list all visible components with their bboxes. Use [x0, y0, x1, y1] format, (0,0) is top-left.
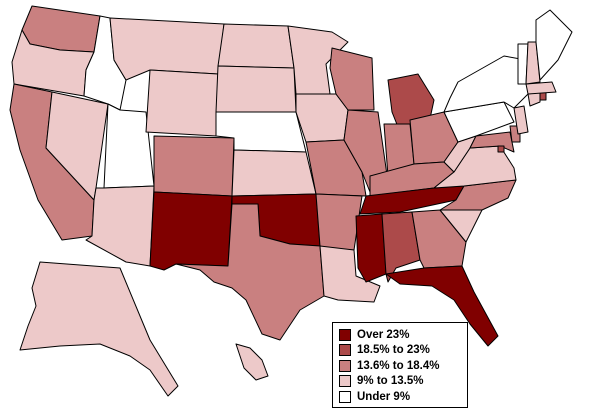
- state-nh: [525, 41, 541, 85]
- state-nj: [513, 105, 529, 135]
- map-legend: Over 23% 18.5% to 23% 13.6% to 18.4% 9% …: [332, 322, 468, 408]
- state-la: [319, 245, 381, 303]
- legend-label: Over 23%: [357, 328, 410, 341]
- state-ar: [315, 193, 363, 251]
- state-ny: [443, 55, 531, 113]
- state-dc: [497, 145, 505, 153]
- legend-item-under-9: Under 9%: [339, 389, 461, 405]
- legend-label: Under 9%: [357, 390, 411, 403]
- state-ms: [355, 213, 387, 283]
- legend-swatch: [339, 344, 351, 357]
- legend-swatch: [339, 359, 351, 372]
- state-ks: [231, 149, 317, 197]
- state-wy: [145, 69, 219, 137]
- state-nd: [217, 23, 295, 69]
- legend-label: 13.6% to 18.4%: [357, 359, 440, 372]
- state-mn: [287, 25, 349, 95]
- legend-swatch: [339, 390, 351, 403]
- legend-label: 9% to 13.5%: [357, 375, 424, 388]
- state-ma: [525, 81, 557, 95]
- legend-item-13-to-18: 13.6% to 18.4%: [339, 358, 461, 374]
- state-hi: [235, 343, 269, 381]
- legend-label: 18.5% to 23%: [357, 344, 430, 357]
- legend-swatch: [339, 328, 351, 341]
- state-tx: [175, 203, 325, 341]
- state-ak: [19, 261, 179, 397]
- state-ia: [295, 93, 349, 143]
- legend-item-over-23: Over 23%: [339, 327, 461, 343]
- state-mo: [305, 139, 367, 197]
- state-sd: [215, 65, 297, 113]
- legend-item-18-to-23: 18.5% to 23%: [339, 343, 461, 359]
- legend-swatch: [339, 375, 351, 388]
- state-co: [153, 135, 235, 197]
- state-nm: [149, 191, 233, 271]
- state-az: [85, 185, 155, 267]
- state-fl: [385, 265, 499, 347]
- state-ut: [103, 103, 155, 189]
- state-me: [535, 9, 573, 81]
- legend-item-9-to-13: 9% to 13.5%: [339, 374, 461, 390]
